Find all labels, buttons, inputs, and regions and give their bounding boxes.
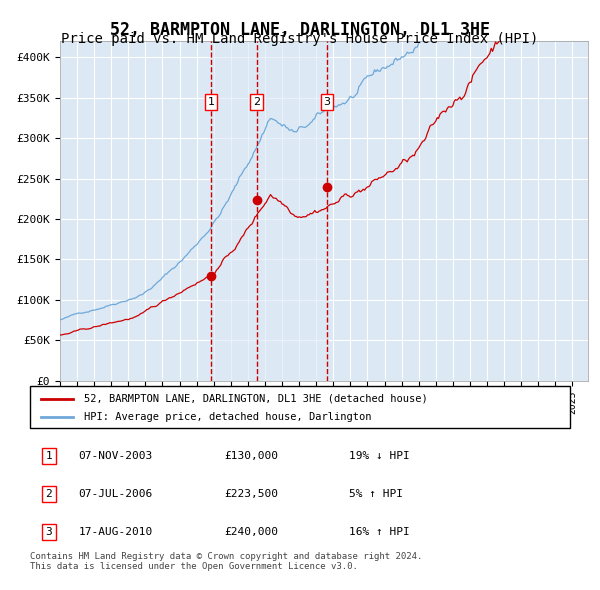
- Text: 07-JUL-2006: 07-JUL-2006: [79, 489, 153, 499]
- Text: 2: 2: [253, 97, 260, 107]
- Text: 5% ↑ HPI: 5% ↑ HPI: [349, 489, 403, 499]
- Text: 3: 3: [323, 97, 331, 107]
- Text: 16% ↑ HPI: 16% ↑ HPI: [349, 527, 409, 537]
- Text: £240,000: £240,000: [224, 527, 278, 537]
- Text: 52, BARMPTON LANE, DARLINGTON, DL1 3HE: 52, BARMPTON LANE, DARLINGTON, DL1 3HE: [110, 21, 490, 39]
- Text: 1: 1: [208, 97, 215, 107]
- Bar: [211, 41, 327, 381]
- Text: 07-NOV-2003: 07-NOV-2003: [79, 451, 153, 461]
- Text: Price paid vs. HM Land Registry's House Price Index (HPI): Price paid vs. HM Land Registry's House …: [61, 32, 539, 47]
- Text: Contains HM Land Registry data © Crown copyright and database right 2024.
This d: Contains HM Land Registry data © Crown c…: [30, 552, 422, 571]
- Text: 3: 3: [46, 527, 52, 537]
- FancyBboxPatch shape: [30, 386, 570, 428]
- Text: 52, BARMPTON LANE, DARLINGTON, DL1 3HE (detached house): 52, BARMPTON LANE, DARLINGTON, DL1 3HE (…: [84, 394, 428, 404]
- Text: 19% ↓ HPI: 19% ↓ HPI: [349, 451, 409, 461]
- Text: 1: 1: [46, 451, 52, 461]
- Text: £223,500: £223,500: [224, 489, 278, 499]
- Text: 17-AUG-2010: 17-AUG-2010: [79, 527, 153, 537]
- Text: 2: 2: [46, 489, 52, 499]
- Text: £130,000: £130,000: [224, 451, 278, 461]
- Text: HPI: Average price, detached house, Darlington: HPI: Average price, detached house, Darl…: [84, 412, 371, 422]
